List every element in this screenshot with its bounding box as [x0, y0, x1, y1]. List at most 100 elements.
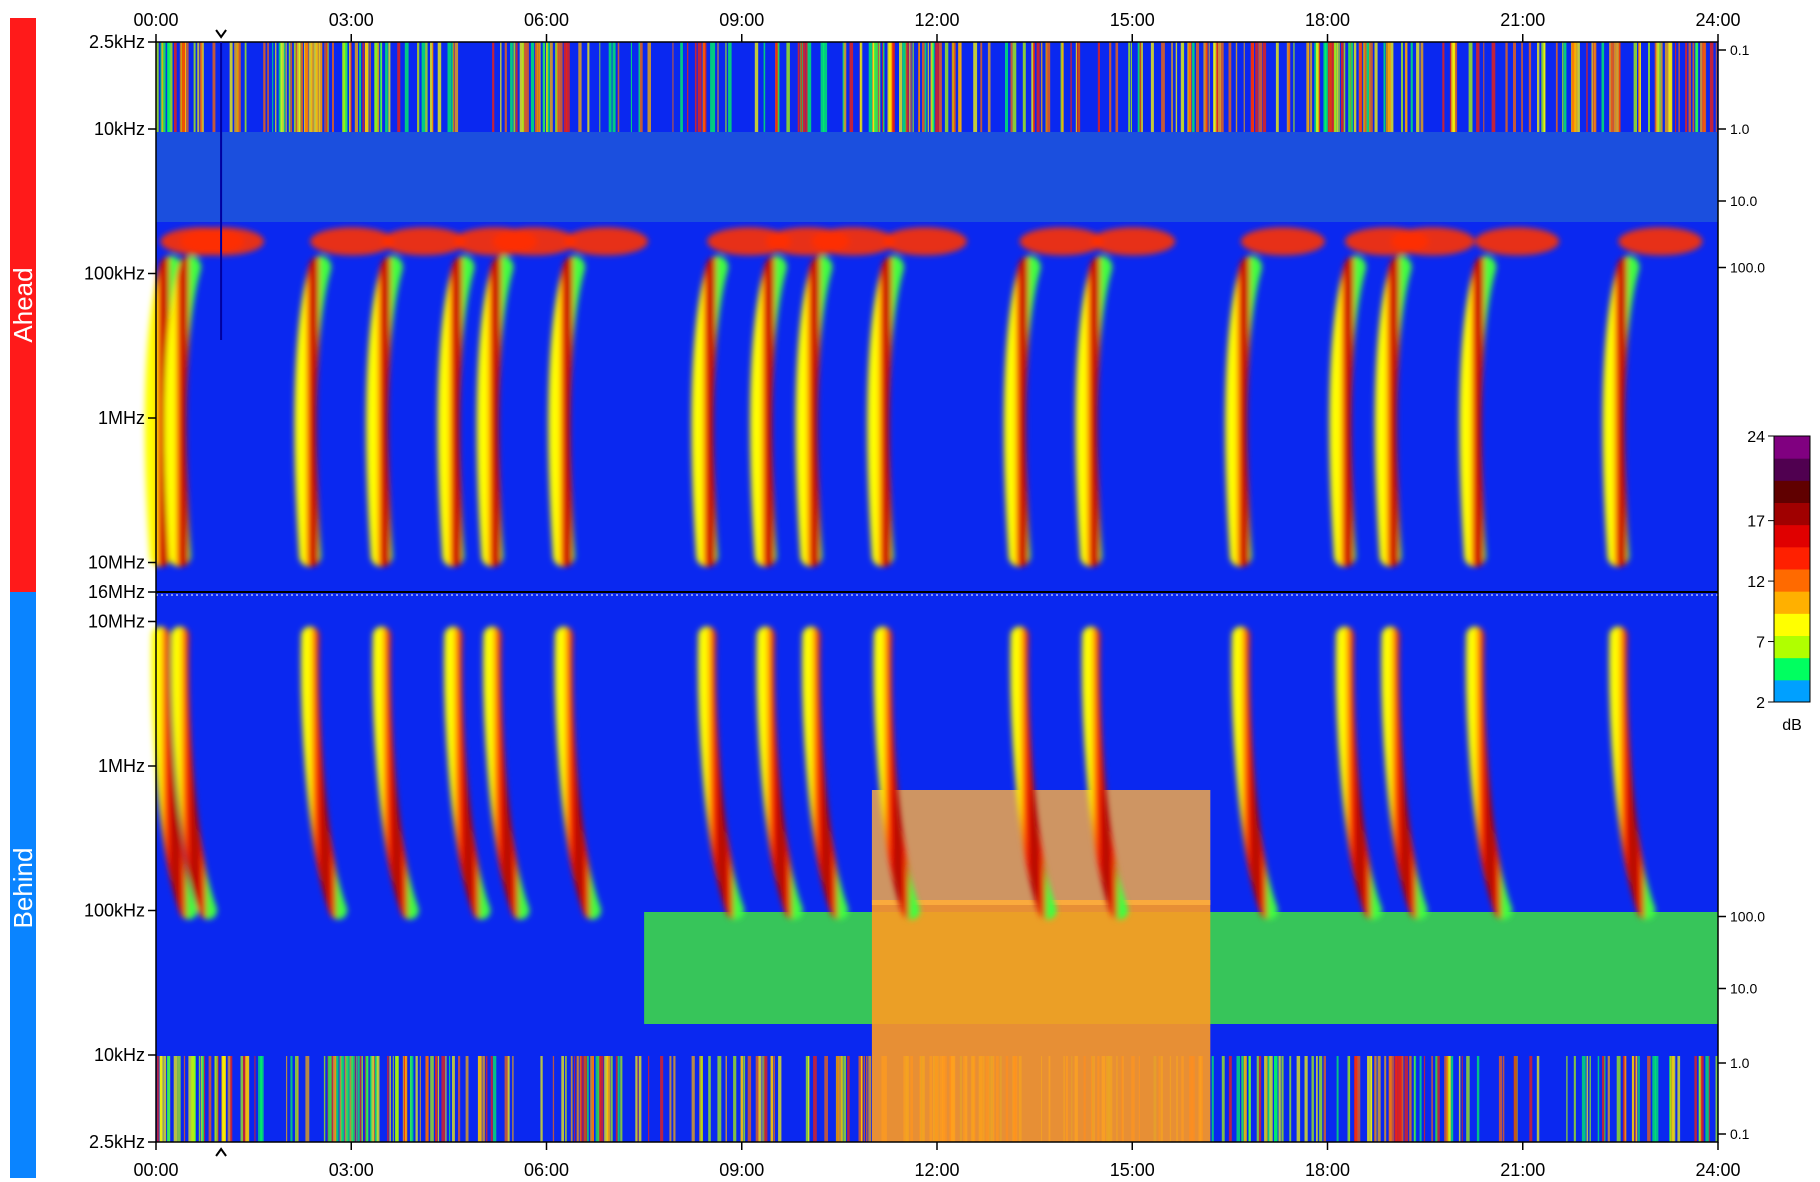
texture-stripe [1188, 42, 1192, 132]
texture-stripe [1563, 42, 1567, 132]
texture-stripe [909, 42, 911, 132]
texture-stripe [451, 42, 454, 132]
texture-stripe [1363, 42, 1368, 132]
texture-stripe [1369, 42, 1373, 132]
texture-stripe [702, 42, 707, 132]
texture-stripe [374, 1056, 378, 1142]
behind-label: Behind [8, 848, 38, 929]
texture-stripe [1005, 42, 1008, 132]
texture-stripe [740, 1056, 743, 1142]
texture-stripe [1638, 42, 1641, 132]
behind-freq-label: 10MHz [88, 611, 145, 631]
texture-stripe [1033, 42, 1035, 132]
texture-stripe [580, 1056, 583, 1142]
bottom-time-label: 18:00 [1305, 1160, 1350, 1180]
texture-stripe [959, 42, 961, 132]
texture-stripe [1528, 42, 1532, 132]
texture-stripe [513, 42, 516, 132]
radio-bursts [144, 227, 1703, 920]
texture-stripe [161, 42, 164, 132]
texture-stripe [1255, 42, 1258, 132]
texture-stripe [952, 42, 954, 132]
texture-stripe [1699, 1056, 1701, 1142]
texture-stripe [1046, 42, 1051, 132]
texture-stripe [309, 42, 313, 132]
behind-right-label: 10.0 [1730, 980, 1757, 996]
ahead-right-label: 1.0 [1730, 121, 1750, 137]
texture-stripe [331, 1056, 333, 1142]
texture-stripe [1581, 1056, 1586, 1142]
texture-stripe [359, 1056, 362, 1142]
texture-stripe [612, 42, 616, 132]
texture-stripe [587, 42, 590, 132]
top-time-label: 03:00 [329, 10, 374, 30]
texture-stripe [669, 1056, 672, 1142]
texture-stripe [878, 42, 881, 132]
texture-stripe [1338, 42, 1340, 132]
colorbar-frame [1773, 435, 1811, 703]
texture-stripe [1180, 42, 1184, 132]
texture-stripe [169, 42, 173, 132]
texture-stripe [389, 1056, 391, 1142]
texture-stripe [1228, 42, 1232, 132]
texture-stripe [1216, 42, 1218, 132]
texture-stripe [168, 42, 171, 132]
texture-stripe [1031, 42, 1034, 132]
texture-stripe [1221, 1056, 1225, 1142]
ahead-burst [750, 255, 787, 567]
texture-stripe [858, 1056, 863, 1142]
bottom-time-label: 03:00 [329, 1160, 374, 1180]
colorbar-segment [1774, 591, 1810, 614]
texture-stripe [1140, 42, 1143, 132]
texture-stripe [437, 1056, 440, 1142]
texture-stripe [637, 1056, 639, 1142]
texture-stripe [1476, 42, 1480, 132]
texture-stripe [802, 42, 806, 132]
behind-freq-label: 100kHz [84, 900, 145, 920]
texture-stripe [887, 42, 892, 132]
texture-stripe [1311, 1056, 1314, 1142]
texture-stripe [691, 1056, 695, 1142]
texture-stripe [847, 1056, 850, 1142]
texture-stripe [1536, 1056, 1540, 1142]
colorbar-segment [1774, 546, 1810, 570]
texture-stripe [193, 42, 196, 132]
right-scale-axis: 0.1 1.0 10.0 100.0 100.0 10.0 1.0 0.1 [1718, 42, 1765, 1142]
texture-stripe [522, 42, 525, 132]
texture-stripe [1634, 1056, 1637, 1142]
texture-stripe [1022, 42, 1026, 132]
texture-stripe [319, 42, 323, 132]
texture-stripe [507, 1056, 510, 1142]
texture-stripe [1660, 42, 1663, 132]
texture-stripe [754, 42, 759, 132]
texture-stripe [1652, 1056, 1656, 1142]
colorbar-segment [1774, 679, 1810, 703]
texture-stripe [902, 42, 906, 132]
behind-burst [151, 626, 198, 920]
ahead-burst [548, 255, 586, 567]
texture-stripe [1286, 42, 1290, 132]
texture-stripe [608, 42, 612, 132]
ahead-burst-head [811, 227, 896, 256]
texture-stripe [922, 42, 925, 132]
texture-stripe [379, 42, 382, 132]
time-marker-top-chevron [215, 29, 227, 39]
texture-stripe [550, 42, 553, 132]
behind-burst [1335, 626, 1383, 920]
ahead-burst-head [381, 227, 466, 256]
ahead-burst-head [1091, 227, 1176, 256]
texture-stripe [300, 42, 304, 132]
texture-stripe [775, 42, 780, 132]
texture-stripe [710, 42, 714, 132]
texture-stripe [987, 42, 991, 132]
texture-stripe [838, 1056, 843, 1142]
texture-stripe [515, 42, 518, 132]
texture-stripe [797, 42, 800, 132]
texture-stripe [197, 42, 199, 132]
ahead-burst [366, 255, 403, 567]
texture-stripe [397, 42, 401, 132]
texture-stripe [492, 42, 495, 132]
texture-stripe [181, 42, 185, 132]
texture-stripe [1171, 42, 1173, 132]
texture-stripe [229, 1056, 233, 1142]
